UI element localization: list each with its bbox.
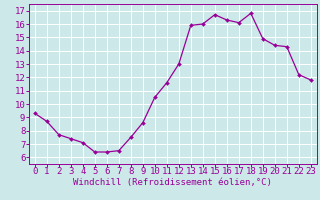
X-axis label: Windchill (Refroidissement éolien,°C): Windchill (Refroidissement éolien,°C) [73, 178, 272, 187]
